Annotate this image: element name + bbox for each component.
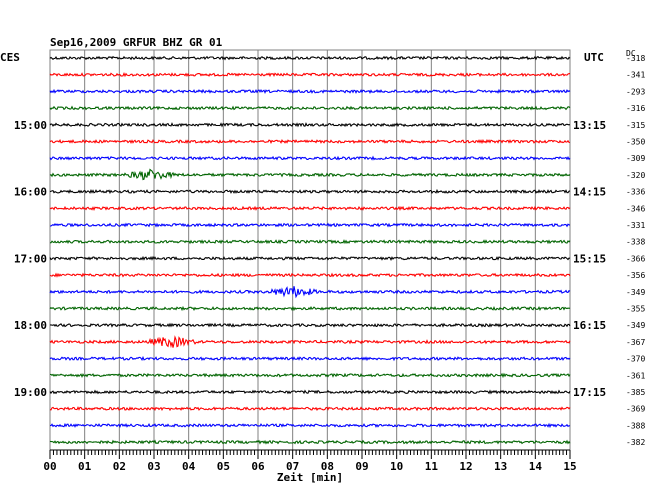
trace-row-3 [49,88,571,95]
trace-row-9 [49,188,571,195]
trace-row-10 [49,205,571,212]
trace-row-2 [49,71,571,78]
trace-row-20 [49,372,571,379]
x-tick-label: 03 [147,460,160,473]
dc-offset-label: -369 [626,405,645,414]
dc-offset-label: -338 [626,238,645,247]
dc-offset-label: -341 [626,71,645,80]
vertical-grid [84,50,536,450]
trace-row-24 [49,439,571,445]
trace-row-18 [49,335,571,349]
right-hour-label: 14:15 [573,186,606,199]
trace-row-5 [49,122,571,128]
trace-row-11 [50,222,570,228]
dc-offset-label: -349 [626,321,645,330]
dc-offset-label: -331 [626,221,645,230]
dc-offset-label: -382 [626,438,645,447]
dc-offset-label: -361 [626,371,645,380]
trace-group [49,55,571,445]
x-tick-label: 11 [425,460,439,473]
trace-row-17 [49,322,571,328]
chart-title: Sep16,2009 GRFUR BHZ GR 01 [50,36,223,49]
left-hour-label: 15:00 [14,119,47,132]
dc-offset-label: -385 [626,388,645,397]
left-hour-label: 19:00 [14,386,47,399]
x-tick-label: 05 [217,460,230,473]
left-timezone-label: CES [0,51,20,64]
x-tick-label: 02 [113,460,126,473]
x-tick-label: 07 [286,460,299,473]
trace-row-6 [49,138,571,145]
trace-row-23 [49,422,571,429]
left-hour-label: 16:00 [14,186,47,199]
x-tick-label: 15 [563,460,576,473]
dc-header-label: DC [626,49,636,58]
dc-offset-label: -370 [626,355,645,364]
right-hour-label: 15:15 [573,252,606,265]
x-tick-label: 14 [529,460,543,473]
plot-frame [49,49,571,451]
trace-row-19 [49,355,571,362]
left-hour-label: 17:00 [14,252,47,265]
trace-row-7 [49,155,571,161]
dc-offset-label: -346 [626,204,645,213]
dc-offset-label: -355 [626,305,645,314]
trace-row-21 [49,389,571,395]
trace-row-1 [49,55,571,61]
trace-row-14 [49,272,571,278]
dc-offset-label: -316 [626,104,645,113]
left-hour-label: 18:00 [14,319,47,332]
dc-offset-label: -366 [626,254,645,263]
dc-offset-labels: -318 -341 -293 -316 -315 -350 -309 -320 -336 -346… [626,54,645,447]
trace-row-16 [49,305,571,312]
trace-row-13 [49,255,571,262]
right-hour-label: 17:15 [573,386,606,399]
right-hour-labels: 13:15 14:15 15:15 16:15 17:15 [573,119,606,399]
x-tick-label: 01 [78,460,92,473]
x-tick-label: 00 [43,460,56,473]
dc-offset-label: -350 [626,138,645,147]
trace-row-4 [49,105,571,111]
dc-offset-label: -336 [626,188,645,197]
right-hour-label: 13:15 [573,119,606,132]
x-axis: 00 01 02 03 04 05 06 07 08 09 10 11 12 13 14 15 [43,449,577,473]
left-hour-labels: 15:00 16:00 17:00 18:00 19:00 [14,119,47,399]
x-tick-label: 08 [321,460,334,473]
dc-offset-label: -320 [626,171,645,180]
trace-row-12 [49,239,571,245]
x-tick-label: 10 [390,460,403,473]
x-tick-label: 06 [251,460,265,473]
trace-row-22 [49,406,571,412]
dc-offset-label: -293 [626,87,645,96]
right-hour-label: 16:15 [573,319,606,332]
dc-offset-label: -318 [626,54,645,63]
x-tick-label: 12 [459,460,472,473]
dc-offset-label: -309 [626,154,645,163]
x-tick-label: 04 [182,460,196,473]
x-tick-label: 13 [494,460,507,473]
dc-offset-label: -349 [626,288,645,297]
x-tick-label: 09 [355,460,368,473]
trace-row-8 [49,168,571,181]
dc-offset-label: -356 [626,271,645,280]
right-timezone-label: UTC [584,51,604,64]
dc-offset-label: -388 [626,421,645,430]
x-axis-label: Zeit [min] [277,471,343,484]
dc-offset-label: -315 [626,121,645,130]
trace-row-15 [49,286,571,299]
dc-offset-label: -367 [626,338,645,347]
